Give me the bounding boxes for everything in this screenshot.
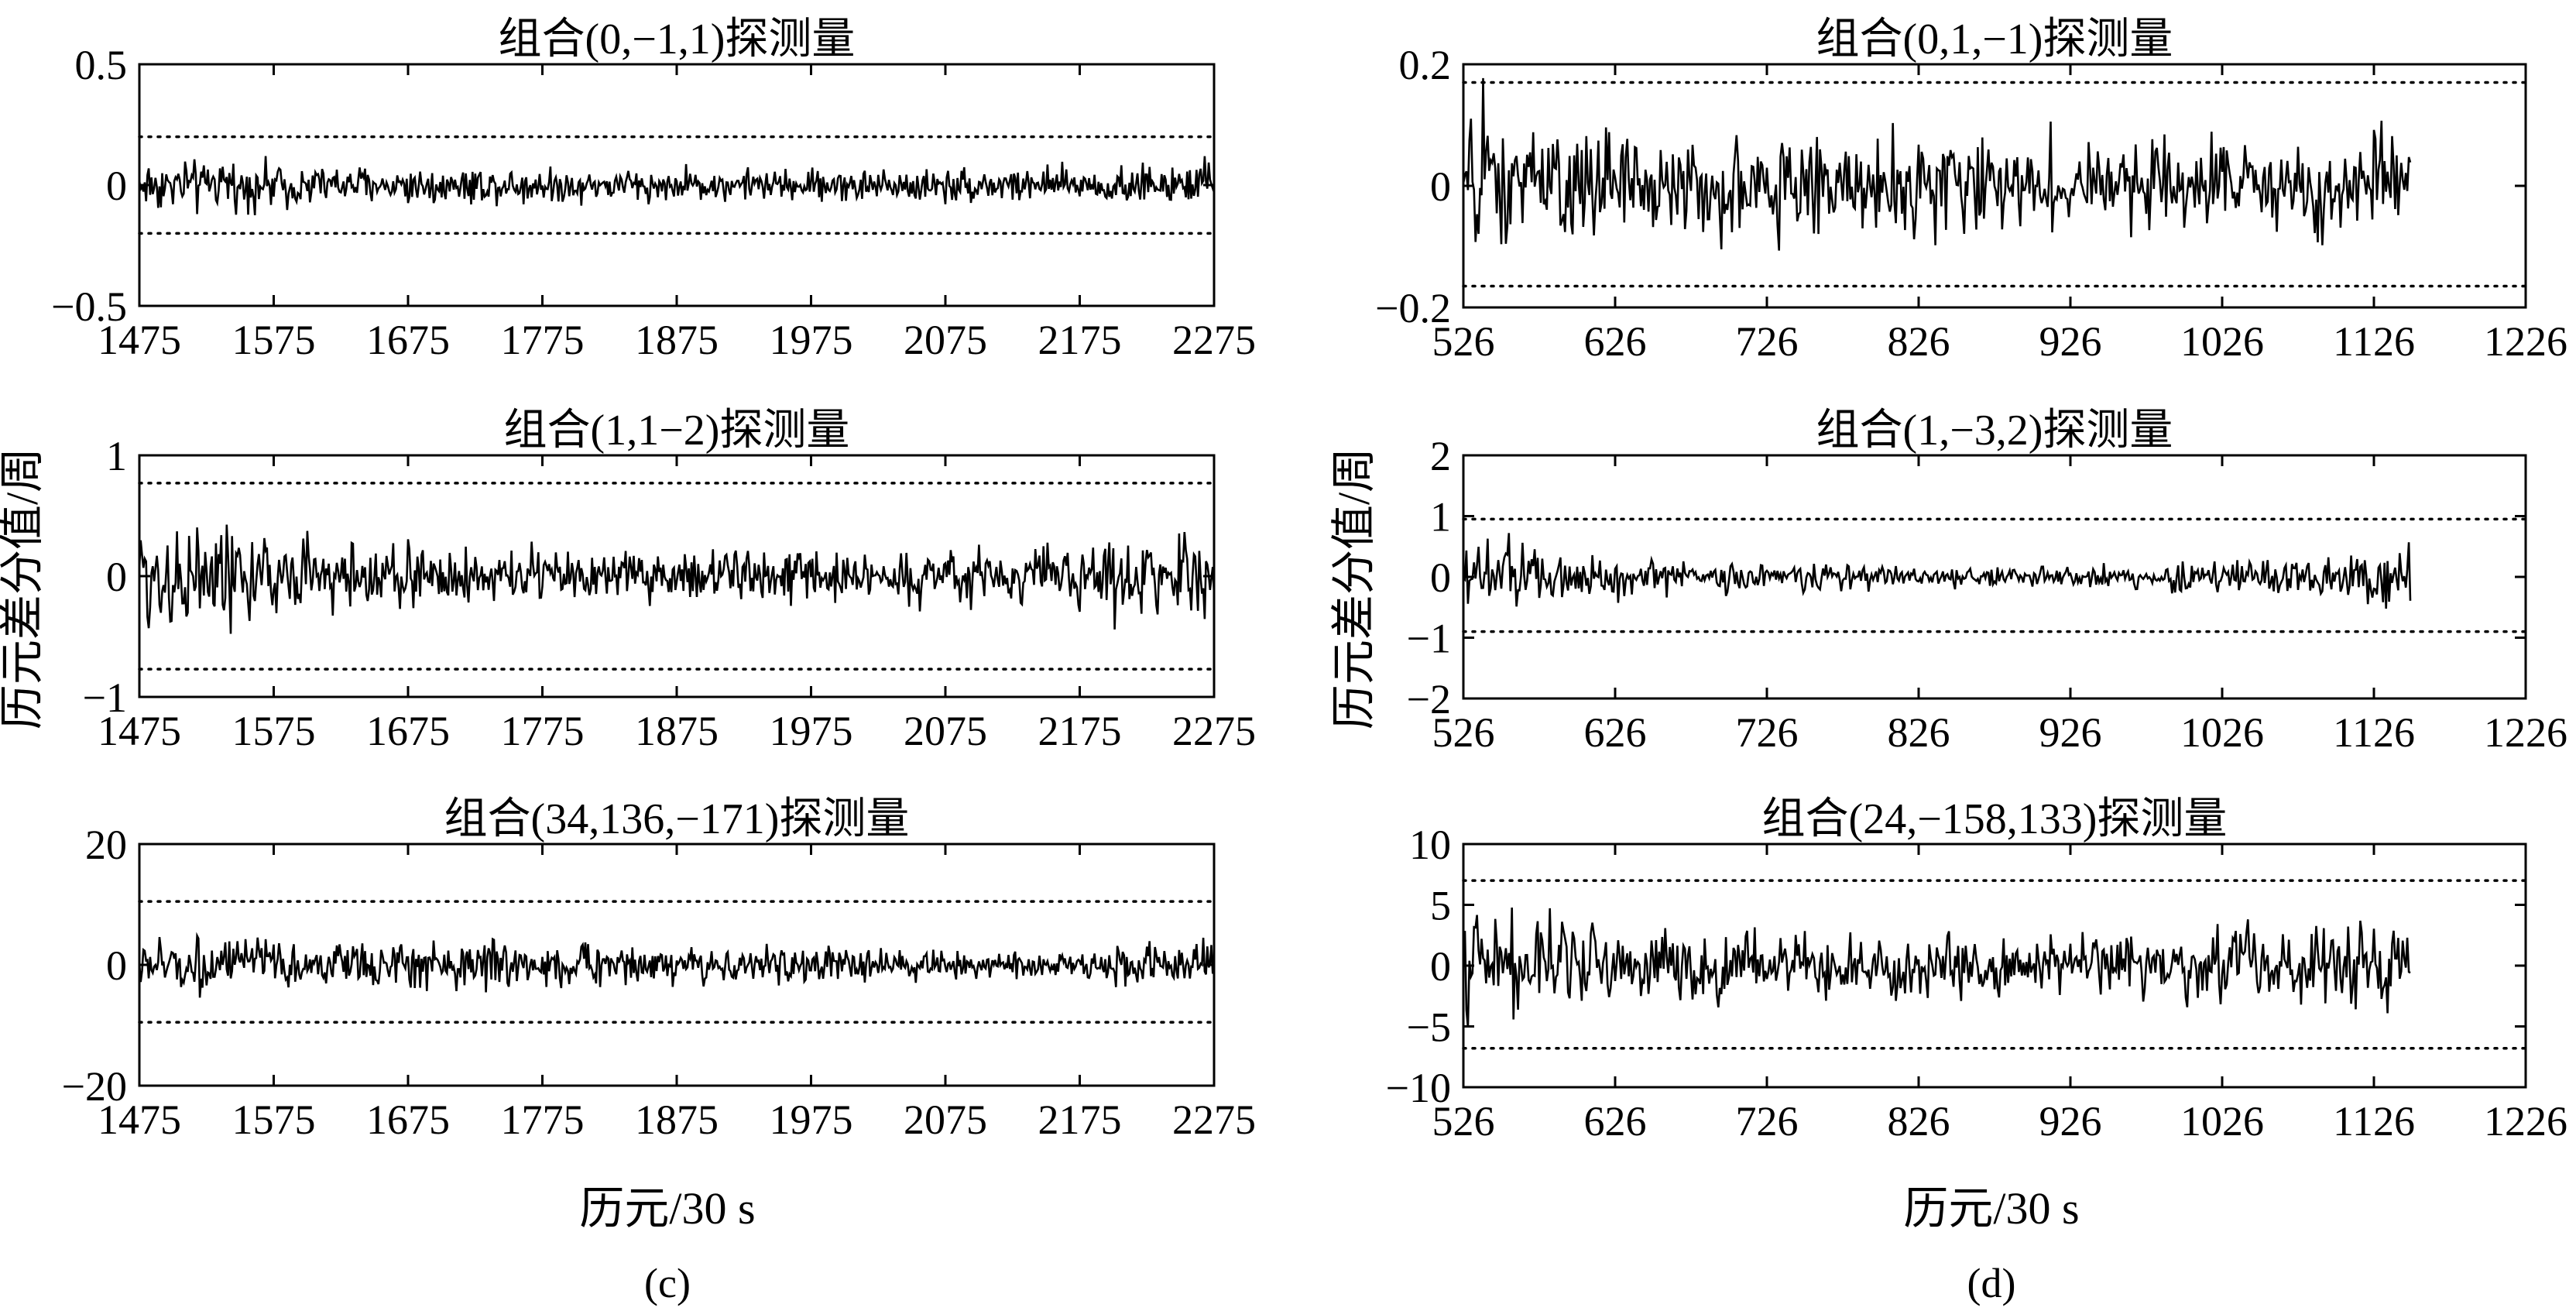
x-tick-label-c2-2: 1675 (366, 1097, 450, 1143)
x-tick-label-d0-0: 526 (1432, 318, 1495, 365)
x-tick-label-d2-7: 1226 (2484, 1098, 2567, 1145)
y-tick-label-d0-0: −0.2 (1375, 285, 1451, 331)
x-tick-label-d2-6: 1126 (2333, 1098, 2415, 1145)
x-tick-label-d2-5: 1026 (2180, 1098, 2264, 1145)
y-tick-label-c0-2: 0.5 (75, 42, 128, 88)
x-tick-label-d0-7: 1226 (2484, 318, 2567, 365)
y-tick-label-d2-2: 0 (1430, 943, 1451, 990)
right-y-axis-label: 历元差分值/周 (1329, 448, 1379, 729)
x-tick-label-d1-0: 526 (1432, 709, 1495, 756)
panel-c0: 组合(0,−1,1)探测量 1475 1575 1675 1775 1875 1975 207… (51, 15, 1256, 363)
panel-d1: 组合(1,−3,2)探测量 526 626 726 826 926 1026 1126 1226… (1407, 407, 2567, 756)
panel-c2: 组合(34,136,−171)探测量 1475 1575 1675 1775 1875 19… (62, 795, 1256, 1143)
y-tick-label-c2-2: 20 (85, 822, 127, 868)
x-tick-label-d1-7: 1226 (2484, 709, 2567, 756)
x-tick-label-c2-5: 1975 (770, 1097, 853, 1143)
x-tick-label-d2-1: 626 (1584, 1098, 1647, 1145)
panel-title-d2: 组合(24,−158,133)探测量 (1762, 795, 2228, 843)
x-tick-label-c2-1: 1575 (232, 1097, 316, 1143)
y-tick-label-d1-4: 2 (1430, 433, 1451, 479)
y-tick-label-c1-2: 1 (106, 433, 127, 479)
x-tick-label-c2-0: 1475 (98, 1097, 181, 1143)
x-tick-label-d0-3: 826 (1888, 318, 1950, 365)
x-tick-label-c0-8: 2275 (1172, 317, 1256, 363)
panel-title-c0: 组合(0,−1,1)探测量 (499, 15, 856, 63)
x-tick-label-d0-5: 1026 (2180, 318, 2264, 365)
y-tick-label-d1-0: −2 (1407, 676, 1451, 722)
y-tick-label-d1-2: 0 (1430, 554, 1451, 601)
x-tick-label-c1-2: 1675 (366, 708, 450, 754)
y-tick-label-c2-1: 0 (106, 942, 127, 989)
y-tick-label-d1-3: 1 (1430, 494, 1451, 541)
x-tick-label-c0-7: 2175 (1038, 317, 1122, 363)
x-tick-label-c0-0: 1475 (98, 317, 181, 363)
x-tick-label-c2-6: 2075 (904, 1097, 987, 1143)
x-tick-label-d1-3: 826 (1888, 709, 1950, 756)
x-tick-label-c0-5: 1975 (770, 317, 853, 363)
x-tick-label-c1-8: 2275 (1172, 708, 1256, 754)
panel-d2: 组合(24,−158,133)探测量 526 626 726 826 926 1026 112… (1386, 795, 2567, 1145)
caption-c: (c) (644, 1260, 691, 1306)
left-x-axis-label: 历元/30 s (579, 1183, 755, 1234)
y-tick-label-c0-1: 0 (106, 163, 127, 209)
x-tick-label-c2-3: 1775 (501, 1097, 585, 1143)
x-tick-label-d0-4: 926 (2039, 318, 2102, 365)
caption-d: (d) (1967, 1260, 2016, 1306)
y-tick-label-c2-0: −20 (62, 1063, 127, 1110)
panel-title-c2: 组合(34,136,−171)探测量 (444, 795, 910, 843)
y-tick-label-c0-0: −0.5 (51, 283, 127, 330)
panel-title-d1: 组合(1,−3,2)探测量 (1816, 407, 2173, 455)
x-tick-label-c1-6: 2075 (904, 708, 987, 754)
panel-title-d0: 组合(0,1,−1)探测量 (1816, 15, 2173, 63)
x-tick-label-d2-4: 926 (2039, 1098, 2102, 1145)
y-tick-label-c1-0: −1 (83, 674, 127, 721)
panel-d0: 组合(0,1,−1)探测量 526 626 726 826 926 1026 1126 1226… (1375, 15, 2567, 365)
x-tick-label-c0-6: 2075 (904, 317, 987, 363)
panel-title-c1: 组合(1,1−2)探测量 (504, 407, 850, 455)
x-tick-label-c1-7: 2175 (1038, 708, 1122, 754)
series-line-c1 (138, 524, 1216, 634)
x-tick-label-c0-3: 1775 (501, 317, 585, 363)
series-line-d0 (1462, 77, 2412, 251)
x-tick-label-d1-1: 626 (1584, 709, 1647, 756)
x-tick-label-d1-4: 926 (2039, 709, 2102, 756)
x-tick-label-c1-0: 1475 (98, 708, 181, 754)
series-line-d1 (1462, 533, 2412, 609)
x-tick-label-c1-3: 1775 (501, 708, 585, 754)
x-tick-label-d1-5: 1026 (2180, 709, 2264, 756)
x-tick-label-d2-2: 726 (1736, 1098, 1799, 1145)
y-tick-label-d2-4: 10 (1409, 822, 1451, 868)
left-y-axis-label: 历元差分值/周 (0, 448, 47, 729)
x-tick-label-c2-4: 1875 (635, 1097, 719, 1143)
right-x-axis-label: 历元/30 s (1903, 1183, 2079, 1234)
y-tick-label-c1-1: 0 (106, 554, 127, 600)
x-tick-label-d0-6: 1126 (2333, 318, 2415, 365)
y-tick-label-d2-0: −10 (1386, 1065, 1451, 1111)
x-tick-label-c1-5: 1975 (770, 708, 853, 754)
y-tick-label-d2-3: 5 (1430, 883, 1451, 929)
x-tick-label-c2-8: 2275 (1172, 1097, 1256, 1143)
y-tick-label-d0-2: 0.2 (1399, 42, 1452, 88)
x-tick-label-c0-4: 1875 (635, 317, 719, 363)
x-tick-label-d2-3: 826 (1888, 1098, 1950, 1145)
x-tick-label-d0-2: 726 (1736, 318, 1799, 365)
x-tick-label-c0-1: 1575 (232, 317, 316, 363)
y-tick-label-d0-1: 0 (1430, 163, 1451, 210)
y-tick-label-d1-1: −1 (1407, 616, 1451, 662)
panel-c1: 组合(1,1−2)探测量 1475 1575 1675 1775 1875 1975 2075… (83, 407, 1256, 754)
series-line-c2 (138, 932, 1216, 998)
x-tick-label-c1-1: 1575 (232, 708, 316, 754)
series-line-c0 (138, 156, 1216, 215)
x-tick-label-d2-0: 526 (1432, 1098, 1495, 1145)
x-tick-label-d0-1: 626 (1584, 318, 1647, 365)
x-tick-label-c2-7: 2175 (1038, 1097, 1122, 1143)
series-line-d2 (1462, 907, 2411, 1028)
x-tick-label-c0-2: 1675 (366, 317, 450, 363)
x-tick-label-d1-6: 1126 (2333, 709, 2415, 756)
x-tick-label-d1-2: 726 (1736, 709, 1799, 756)
x-tick-label-c1-4: 1875 (635, 708, 719, 754)
y-tick-label-d2-1: −5 (1407, 1004, 1451, 1051)
